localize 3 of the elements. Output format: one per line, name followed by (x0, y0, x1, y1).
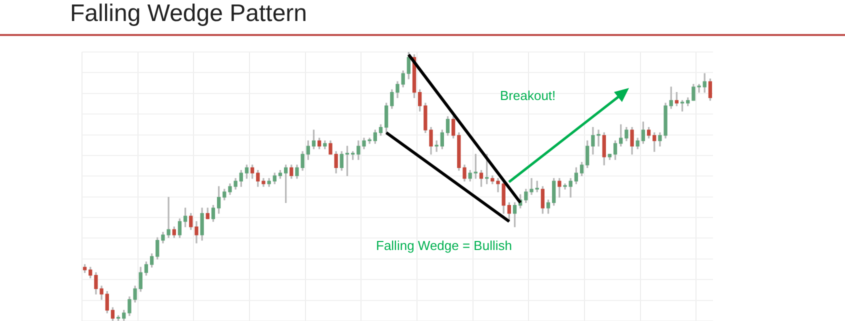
annotation: Breakout! (500, 88, 556, 103)
chart-title: Falling Wedge Pattern (70, 0, 308, 28)
annotation: Falling Wedge = Bullish (376, 238, 512, 253)
